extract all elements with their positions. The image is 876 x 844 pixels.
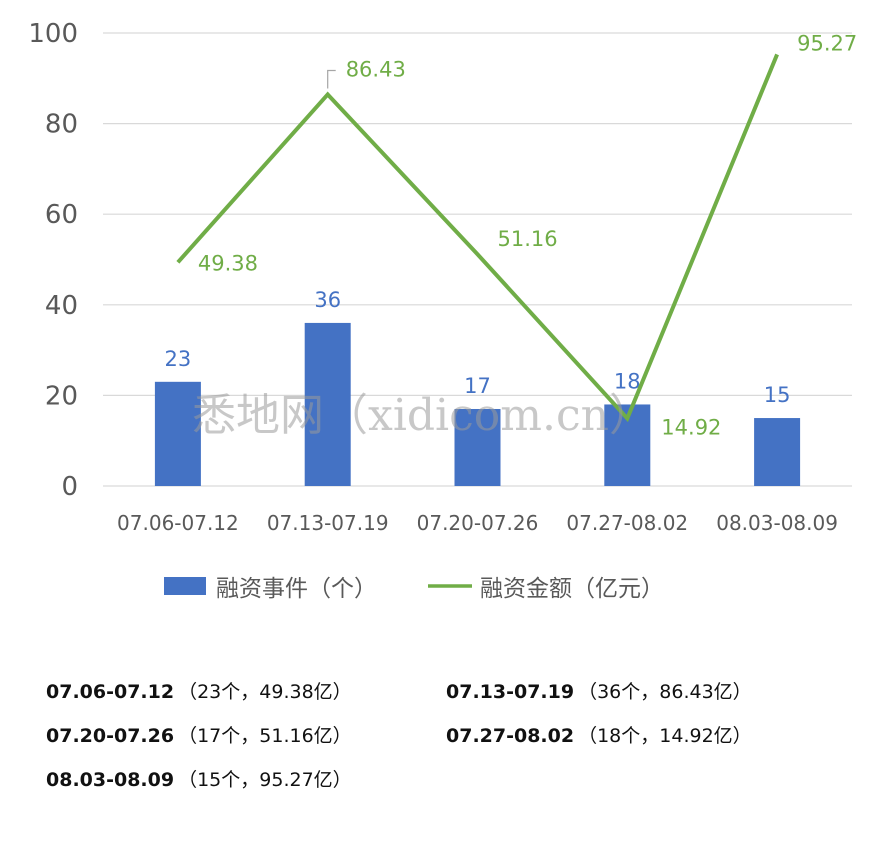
legend-bar-label: 融资事件（个） <box>216 576 377 602</box>
summary-item: 07.06-07.12 （23个，49.38亿） <box>46 677 446 704</box>
summary-list: 07.06-07.12 （23个，49.38亿） 07.13-07.19 （36个，… <box>46 668 846 800</box>
bar-label: 17 <box>464 374 491 398</box>
bar <box>754 418 801 486</box>
line-label: 51.16 <box>498 227 558 251</box>
summary-row: 07.20-07.26 （17个，51.16亿） 07.27-08.02 （18个，… <box>46 712 846 756</box>
summary-period: 07.20-07.26 <box>46 724 175 747</box>
summary-item: 07.27-08.02 （18个，14.92亿） <box>446 721 846 748</box>
summary-item: 07.13-07.19 （36个，86.43亿） <box>446 677 846 704</box>
bar-label: 18 <box>614 369 641 393</box>
x-tick-label: 07.27-08.02 <box>566 511 688 535</box>
bar <box>154 381 201 486</box>
legend-bar-swatch <box>164 577 206 595</box>
legend: 融资事件（个） 融资金额（亿元） <box>164 576 664 602</box>
label-leader-line <box>327 69 336 89</box>
line-data-labels: 49.38 86.43 51.16 14.92 95.27 <box>198 31 857 439</box>
summary-detail: （36个，86.43亿） <box>578 680 752 703</box>
summary-item: 07.20-07.26 （17个，51.16亿） <box>46 721 446 748</box>
line-label: 49.38 <box>198 251 258 275</box>
summary-row: 07.06-07.12 （23个，49.38亿） 07.13-07.19 （36个，… <box>46 668 846 712</box>
x-tick-label: 07.06-07.12 <box>117 511 239 535</box>
x-tick-label: 07.20-07.26 <box>417 511 539 535</box>
line-label: 14.92 <box>661 415 721 439</box>
line-series <box>176 53 779 423</box>
legend-line-label: 融资金额（亿元） <box>480 576 664 602</box>
summary-detail: （15个，95.27亿） <box>178 768 352 791</box>
summary-detail: （23个，49.38亿） <box>178 680 352 703</box>
summary-period: 07.06-07.12 <box>46 680 175 703</box>
summary-period: 08.03-08.09 <box>46 768 175 791</box>
y-tick-label: 20 <box>45 381 78 411</box>
bar-label: 36 <box>314 288 341 312</box>
y-tick-label: 80 <box>45 110 78 140</box>
y-tick-label: 60 <box>45 200 78 230</box>
bar-label: 15 <box>764 383 791 407</box>
bar-data-labels: 23 36 17 18 15 <box>165 288 791 407</box>
x-tick-label: 08.03-08.09 <box>716 511 838 535</box>
summary-item: 08.03-08.09 （15个，95.27亿） <box>46 765 471 792</box>
line-path <box>176 53 779 423</box>
summary-period: 07.27-08.02 <box>446 724 575 747</box>
bar <box>454 408 501 486</box>
summary-period: 07.13-07.19 <box>446 680 575 703</box>
y-tick-label: 100 <box>28 19 78 49</box>
x-axis-ticks: 07.06-07.12 07.13-07.19 07.20-07.26 07.27-0… <box>117 511 838 535</box>
summary-row: 08.03-08.09 （15个，95.27亿） <box>46 756 846 800</box>
bar-series <box>154 322 801 486</box>
combo-chart: 0 20 40 60 80 100 07.06-07.12 07.13-07.19 07.20… <box>28 19 857 602</box>
bar-label: 23 <box>165 347 192 371</box>
bar <box>304 322 351 486</box>
summary-detail: （17个，51.16亿） <box>178 724 352 747</box>
y-tick-label: 0 <box>61 472 78 502</box>
x-tick-label: 07.13-07.19 <box>267 511 389 535</box>
summary-detail: （18个，14.92亿） <box>578 724 752 747</box>
line-label: 86.43 <box>346 57 406 81</box>
y-tick-label: 40 <box>45 291 78 321</box>
watermark: 悉地网（xidicom.cn） <box>192 390 653 441</box>
y-axis-ticks: 0 20 40 60 80 100 <box>28 19 78 502</box>
line-label: 95.27 <box>797 31 857 55</box>
gridlines <box>103 32 852 487</box>
